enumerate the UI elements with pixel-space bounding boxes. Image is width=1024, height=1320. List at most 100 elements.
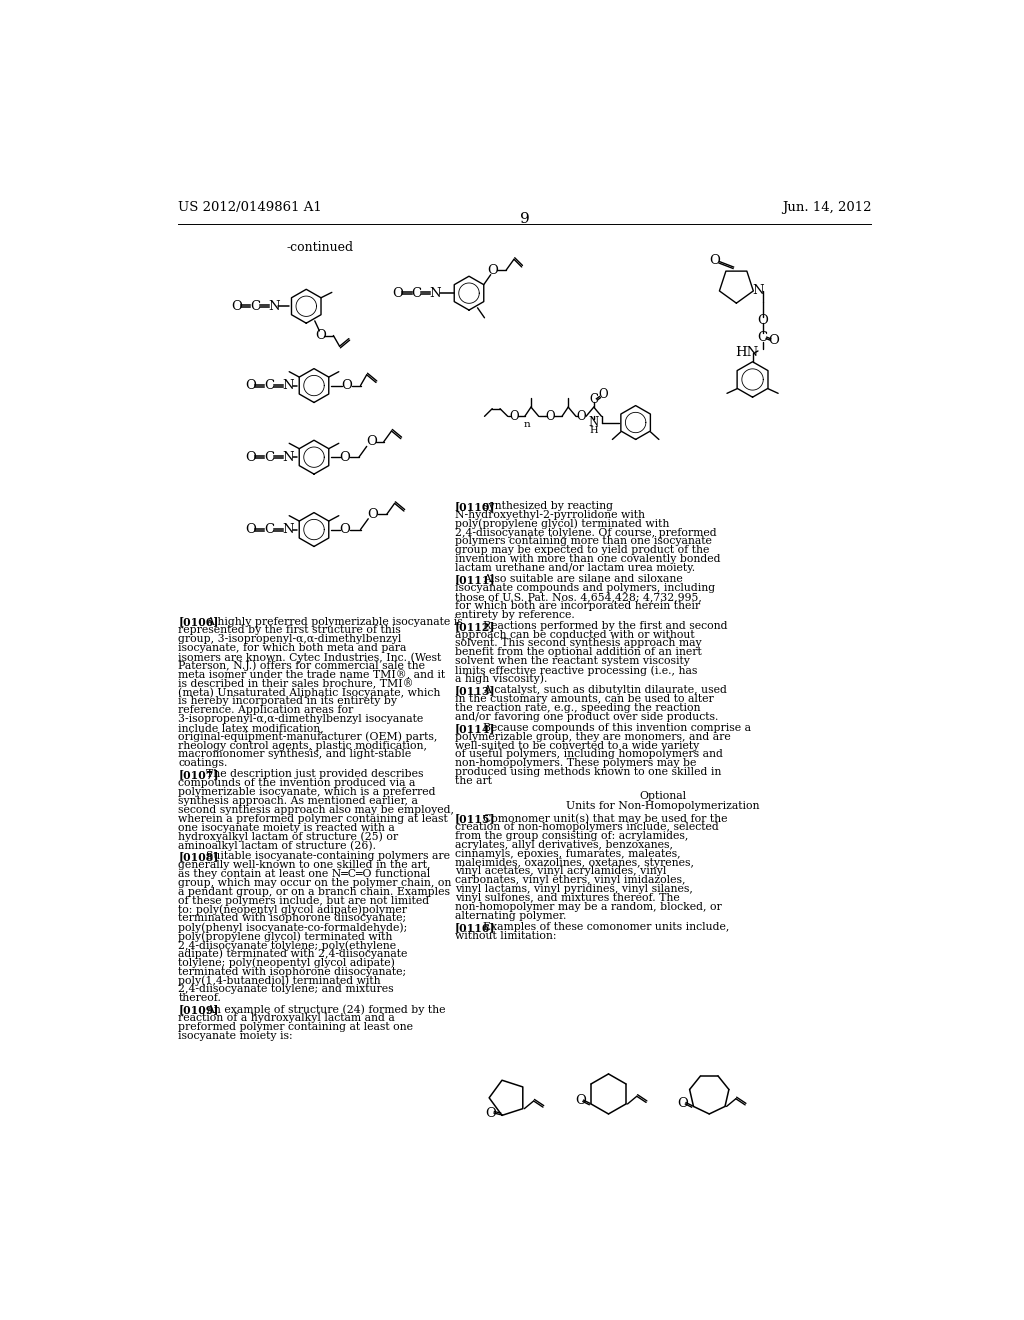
Text: N: N xyxy=(282,523,294,536)
Text: O: O xyxy=(757,314,768,326)
Text: terminated with isophorone diisocyanate;: terminated with isophorone diisocyanate; xyxy=(178,966,407,977)
Text: C: C xyxy=(264,523,274,536)
Text: Examples of these comonomer units include,: Examples of these comonomer units includ… xyxy=(483,921,729,932)
Text: isocyanate moiety is:: isocyanate moiety is: xyxy=(178,1031,293,1040)
Text: from the group consisting of: acrylamides,: from the group consisting of: acrylamide… xyxy=(455,832,688,841)
Text: poly(phenyl isocyanate-co-formaldehyde);: poly(phenyl isocyanate-co-formaldehyde); xyxy=(178,923,408,933)
Text: for which both are incorporated herein their: for which both are incorporated herein t… xyxy=(455,601,700,611)
Text: [0106]: [0106] xyxy=(178,616,219,627)
Text: HN: HN xyxy=(735,346,759,359)
Text: C: C xyxy=(758,330,768,343)
Text: polymers containing more than one isocyanate: polymers containing more than one isocya… xyxy=(455,536,712,546)
Text: N: N xyxy=(282,379,294,392)
Text: N: N xyxy=(753,284,764,297)
Text: Optional: Optional xyxy=(640,791,687,801)
Text: rheology control agents, plastic modification,: rheology control agents, plastic modific… xyxy=(178,741,427,751)
Text: [0107]: [0107] xyxy=(178,770,219,780)
Text: Paterson, N.J.) offers for commercial sale the: Paterson, N.J.) offers for commercial sa… xyxy=(178,661,425,672)
Text: compounds of the invention produced via a: compounds of the invention produced via … xyxy=(178,779,416,788)
Text: O: O xyxy=(598,388,608,401)
Text: group, 3-isopropenyl-α,α-dimethylbenzyl: group, 3-isopropenyl-α,α-dimethylbenzyl xyxy=(178,635,401,644)
Text: as they contain at least one N═C═O functional: as they contain at least one N═C═O funct… xyxy=(178,869,431,879)
Text: O: O xyxy=(341,379,352,392)
Text: vinyl acetates, vinyl acrylamides, vinyl: vinyl acetates, vinyl acrylamides, vinyl xyxy=(455,866,667,876)
Text: A highly preferred polymerizable isocyanate is: A highly preferred polymerizable isocyan… xyxy=(206,616,463,627)
Text: Suitable isocyanate-containing polymers are: Suitable isocyanate-containing polymers … xyxy=(206,851,451,862)
Text: well-suited to be converted to a wide variety: well-suited to be converted to a wide va… xyxy=(455,741,699,751)
Text: H: H xyxy=(590,426,598,434)
Text: O: O xyxy=(245,523,256,536)
Text: synthesized by reacting: synthesized by reacting xyxy=(483,502,613,511)
Text: and/or favoring one product over side products.: and/or favoring one product over side pr… xyxy=(455,711,719,722)
Text: N-hydroxyethyl-2-pyrrolidone with: N-hydroxyethyl-2-pyrrolidone with xyxy=(455,510,645,520)
Text: non-homopolymer may be a random, blocked, or: non-homopolymer may be a random, blocked… xyxy=(455,902,722,912)
Text: [0111]: [0111] xyxy=(455,574,496,585)
Text: isocyanate compounds and polymers, including: isocyanate compounds and polymers, inclu… xyxy=(455,583,715,593)
Text: acrylates, allyl derivatives, benzoxanes,: acrylates, allyl derivatives, benzoxanes… xyxy=(455,840,673,850)
Text: O: O xyxy=(314,329,326,342)
Text: US 2012/0149861 A1: US 2012/0149861 A1 xyxy=(178,201,323,214)
Text: in the customary amounts, can be used to alter: in the customary amounts, can be used to… xyxy=(455,694,714,704)
Text: a high viscosity).: a high viscosity). xyxy=(455,675,548,685)
Text: O: O xyxy=(368,508,378,520)
Text: Units for Non-Homopolymerization: Units for Non-Homopolymerization xyxy=(566,801,760,812)
Text: of useful polymers, including homopolymers and: of useful polymers, including homopolyme… xyxy=(455,750,723,759)
Text: those of U.S. Pat. Nos. 4,654,428; 4,732,995,: those of U.S. Pat. Nos. 4,654,428; 4,732… xyxy=(455,591,701,602)
Text: O: O xyxy=(574,1094,586,1107)
Text: O: O xyxy=(245,379,256,392)
Text: reaction of a hydroxyalkyl lactam and a: reaction of a hydroxyalkyl lactam and a xyxy=(178,1014,395,1023)
Text: C: C xyxy=(589,393,598,407)
Text: carbonates, vinyl ethers, vinyl imidazoles,: carbonates, vinyl ethers, vinyl imidazol… xyxy=(455,875,685,886)
Text: O: O xyxy=(486,264,498,277)
Text: without limitation:: without limitation: xyxy=(455,931,557,941)
Text: O: O xyxy=(577,409,586,422)
Text: Reactions performed by the first and second: Reactions performed by the first and sec… xyxy=(483,620,727,631)
Text: O: O xyxy=(546,409,555,422)
Text: O: O xyxy=(768,334,779,347)
Text: one isocyanate moiety is reacted with a: one isocyanate moiety is reacted with a xyxy=(178,822,395,833)
Text: N: N xyxy=(589,416,599,429)
Text: invention with more than one covalently bonded: invention with more than one covalently … xyxy=(455,554,721,564)
Text: of these polymers include, but are not limited: of these polymers include, but are not l… xyxy=(178,896,429,906)
Text: [0115]: [0115] xyxy=(455,813,496,824)
Text: represented by the first structure of this: represented by the first structure of th… xyxy=(178,626,401,635)
Text: 3-isopropenyl-α,α-dimethylbenzyl isocyanate: 3-isopropenyl-α,α-dimethylbenzyl isocyan… xyxy=(178,714,424,723)
Text: Comonomer unit(s) that may be used for the: Comonomer unit(s) that may be used for t… xyxy=(483,813,727,824)
Text: is described in their sales brochure, TMI®: is described in their sales brochure, TM… xyxy=(178,678,414,689)
Text: O: O xyxy=(677,1097,688,1110)
Text: benefit from the optional addition of an inert: benefit from the optional addition of an… xyxy=(455,647,701,657)
Text: O: O xyxy=(710,255,720,268)
Text: [0114]: [0114] xyxy=(455,723,496,734)
Text: preformed polymer containing at least one: preformed polymer containing at least on… xyxy=(178,1022,414,1032)
Text: O: O xyxy=(366,436,377,449)
Text: [0112]: [0112] xyxy=(455,620,496,632)
Text: adipate) terminated with 2,4-diisocyanate: adipate) terminated with 2,4-diisocyanat… xyxy=(178,949,408,960)
Text: Because compounds of this invention comprise a: Because compounds of this invention comp… xyxy=(483,723,751,733)
Text: original-equipment-manufacturer (OEM) parts,: original-equipment-manufacturer (OEM) pa… xyxy=(178,731,437,742)
Text: thereof.: thereof. xyxy=(178,993,221,1003)
Text: N: N xyxy=(429,286,440,300)
Text: C: C xyxy=(264,379,274,392)
Text: generally well-known to one skilled in the art,: generally well-known to one skilled in t… xyxy=(178,861,431,870)
Text: O: O xyxy=(509,409,519,422)
Text: entirety by reference.: entirety by reference. xyxy=(455,610,574,619)
Text: limits effective reactive processing (i.e., has: limits effective reactive processing (i.… xyxy=(455,665,697,676)
Text: O: O xyxy=(245,450,256,463)
Text: [0110]: [0110] xyxy=(455,502,496,512)
Text: O: O xyxy=(485,1107,497,1121)
Text: a pendant group, or on a branch chain. Examples: a pendant group, or on a branch chain. E… xyxy=(178,887,451,896)
Text: vinyl lactams, vinyl pyridines, vinyl silanes,: vinyl lactams, vinyl pyridines, vinyl si… xyxy=(455,884,693,894)
Text: maleimides, oxazolines, oxetanes, styrenes,: maleimides, oxazolines, oxetanes, styren… xyxy=(455,858,694,867)
Text: second synthesis approach also may be employed,: second synthesis approach also may be em… xyxy=(178,805,455,814)
Text: include latex modification,: include latex modification, xyxy=(178,723,325,733)
Text: group, which may occur on the polymer chain, on: group, which may occur on the polymer ch… xyxy=(178,878,452,888)
Text: polymerizable isocyanate, which is a preferred: polymerizable isocyanate, which is a pre… xyxy=(178,787,436,797)
Text: vinyl sulfones, and mixtures thereof. The: vinyl sulfones, and mixtures thereof. Th… xyxy=(455,892,680,903)
Text: to: poly(neopentyl glycol adipate)polymer: to: poly(neopentyl glycol adipate)polyme… xyxy=(178,904,408,915)
Text: produced using methods known to one skilled in: produced using methods known to one skil… xyxy=(455,767,722,777)
Text: solvent when the reactant system viscosity: solvent when the reactant system viscosi… xyxy=(455,656,690,667)
Text: isocyanate, for which both meta and para: isocyanate, for which both meta and para xyxy=(178,643,407,653)
Text: solvent. This second synthesis approach may: solvent. This second synthesis approach … xyxy=(455,639,701,648)
Text: N: N xyxy=(282,450,294,463)
Text: non-homopolymers. These polymers may be: non-homopolymers. These polymers may be xyxy=(455,758,696,768)
